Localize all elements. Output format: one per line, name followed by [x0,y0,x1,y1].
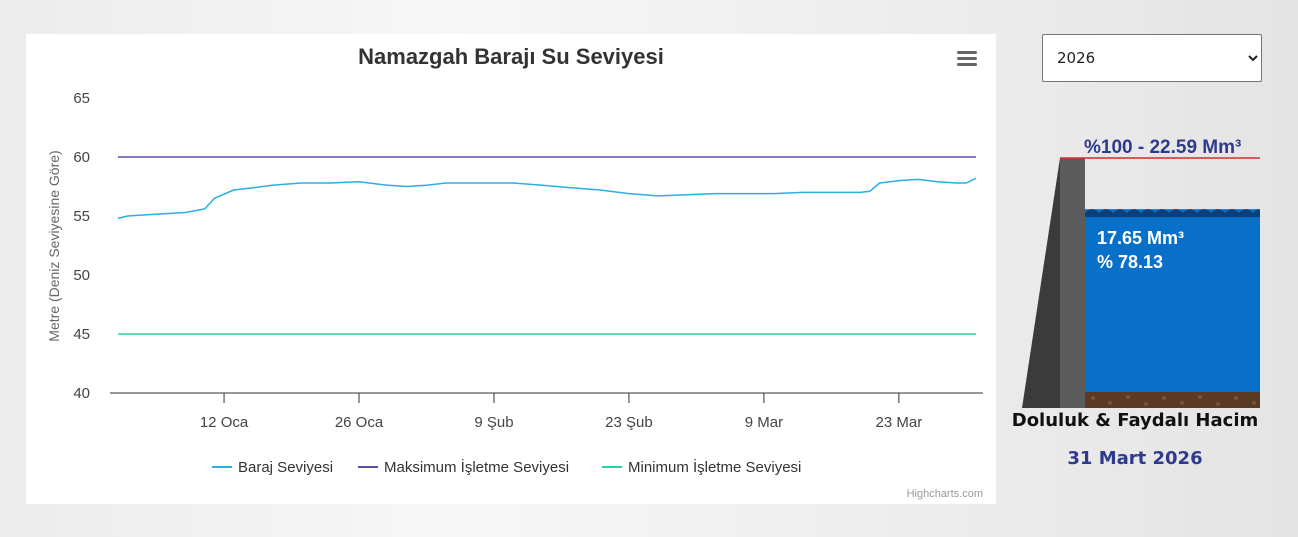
chart-title: Namazgah Barajı Su Seviyesi [358,44,664,69]
y-axis-label: Metre (Deniz Seviyesine Göre) [46,150,62,341]
plot-series [117,156,977,335]
legend-item[interactable]: Maksimum İşletme Seviyesi [358,458,569,476]
y-tick-label: 50 [73,267,90,284]
y-axis: 40 45 50 55 60 65 [73,90,90,402]
menu-icon [957,51,977,54]
line-chart: Namazgah Barajı Su Seviyesi Metre (Deniz… [46,44,983,500]
dam-wall-slope [1022,158,1060,408]
x-tick-label: 9 Şub [474,414,513,431]
x-tick-label: 26 Oca [335,414,384,431]
legend-label: Baraj Seviyesi [238,459,333,476]
dam-wall [1060,158,1085,408]
water-waves [1085,209,1260,218]
legend-item[interactable]: Minimum İşletme Seviyesi [602,458,801,476]
year-select[interactable]: 2026 [1042,34,1262,82]
legend-item[interactable]: Baraj Seviyesi [212,459,333,476]
y-tick-label: 40 [73,385,90,402]
y-tick-label: 45 [73,326,90,343]
x-tick-label: 23 Mar [876,414,923,431]
reservoir-bed [1085,392,1260,408]
menu-icon-bar [957,63,977,66]
y-tick-label: 60 [73,149,90,166]
x-tick-label: 12 Oca [200,414,249,431]
chart-menu-button[interactable] [954,48,980,70]
reservoir-graphic: %100 - 22.59 Mm³ 17.65 Mm³ % 78.13 [1022,137,1260,408]
highcharts-credit[interactable]: Highcharts.com [907,488,983,500]
reservoir-bed-texture [1091,395,1256,406]
volume-label: 17.65 Mm³ [1097,228,1184,248]
reservoir-date: 31 Mart 2026 [1067,448,1203,469]
y-tick-label: 55 [73,208,90,225]
percent-label: % 78.13 [1097,252,1163,272]
capacity-label: %100 - 22.59 Mm³ [1084,137,1241,158]
chart-panel: Namazgah Barajı Su Seviyesi Metre (Deniz… [26,34,996,504]
reservoir-caption: Doluluk & Faydalı Hacim [1011,410,1259,431]
x-axis: 12 Oca 26 Oca 9 Şub 23 Şub 9 Mar 23 Mar [110,392,983,431]
y-tick-label: 65 [73,90,90,107]
menu-icon-bar [957,57,977,60]
x-tick-label: 23 Şub [605,414,653,431]
legend-label: Minimum İşletme Seviyesi [628,458,801,476]
series-line-baraj-seviyesi[interactable] [117,177,977,220]
reservoir-water [1085,209,1260,392]
legend-label: Maksimum İşletme Seviyesi [384,458,569,476]
x-tick-label: 9 Mar [745,414,783,431]
chart-legend: Baraj Seviyesi Maksimum İşletme Seviyesi M… [212,458,801,476]
